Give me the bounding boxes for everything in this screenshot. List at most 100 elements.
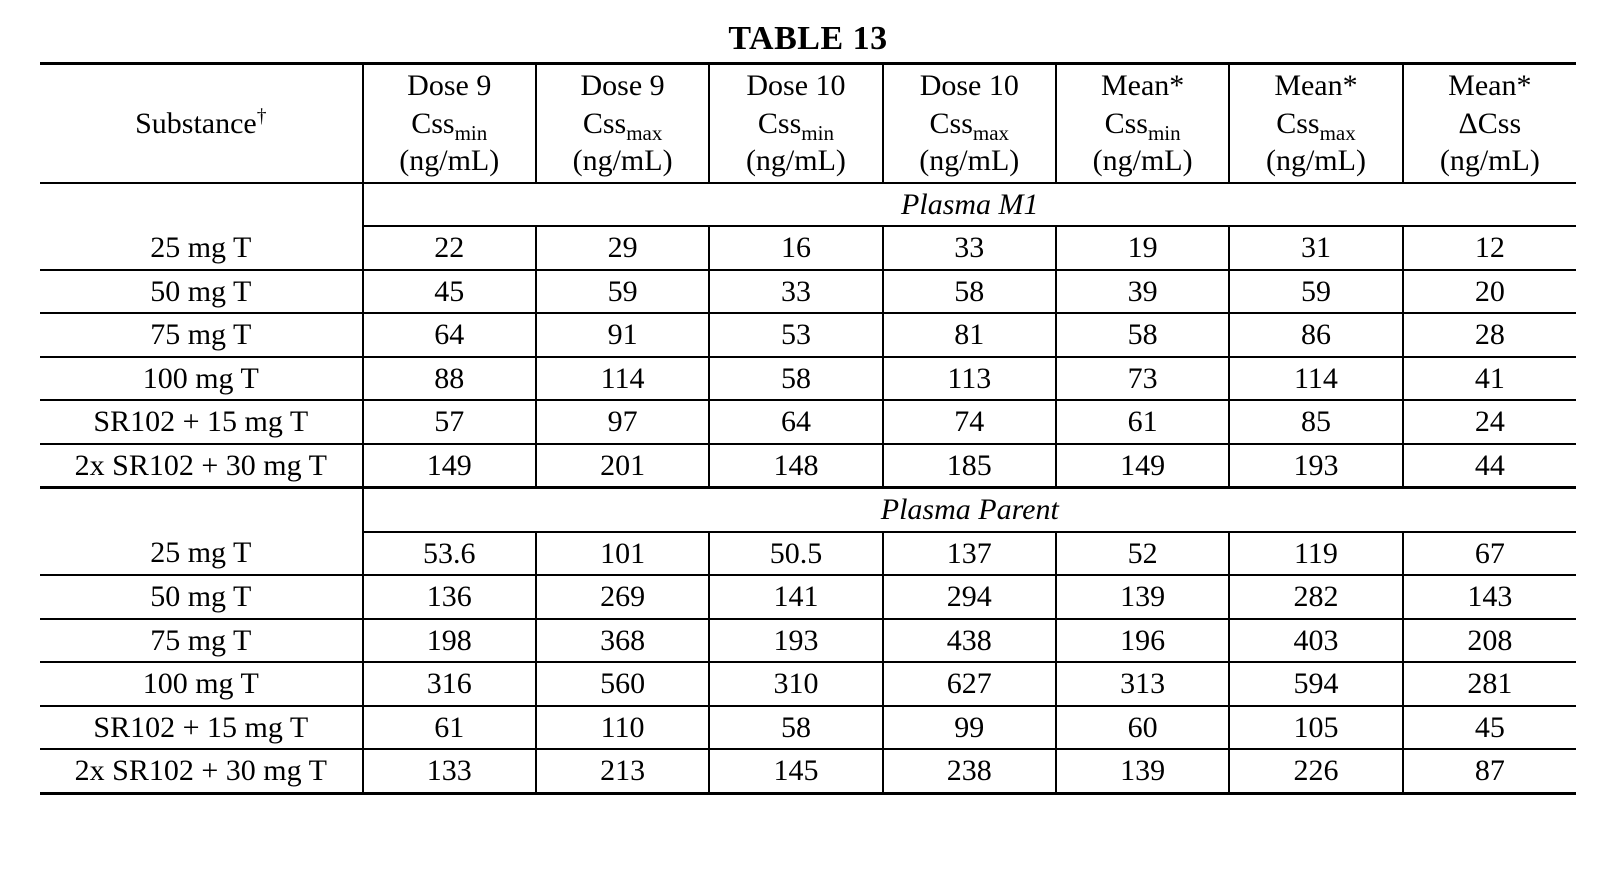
- row-label-cell: 2x SR102 + 30 mg T: [40, 749, 363, 793]
- data-cell: 368: [536, 619, 709, 663]
- col-header-mdel: Mean*ΔCss(ng/mL): [1403, 64, 1576, 183]
- data-cell: 143: [1403, 575, 1576, 619]
- data-cell: 81: [883, 313, 1056, 357]
- table-row: 50 mg T45593358395920: [40, 270, 1576, 314]
- data-cell: 50.5: [709, 532, 882, 576]
- data-cell: 201: [536, 444, 709, 488]
- data-cell: 44: [1403, 444, 1576, 488]
- data-cell: 16: [709, 226, 882, 270]
- data-cell: 45: [1403, 706, 1576, 750]
- table-row: 75 mg T198368193438196403208: [40, 619, 1576, 663]
- table-title: TABLE 13: [40, 20, 1576, 58]
- data-cell: 53: [709, 313, 882, 357]
- data-table: Substance† Dose 9Cssmin(ng/mL) Dose 9Css…: [40, 62, 1576, 795]
- data-cell: 139: [1056, 575, 1229, 619]
- data-cell: 196: [1056, 619, 1229, 663]
- data-cell: 294: [883, 575, 1056, 619]
- row-label-cell: 50 mg T: [40, 575, 363, 619]
- data-cell: 29: [536, 226, 709, 270]
- data-cell: 281: [1403, 662, 1576, 706]
- col-header-mmin: Mean*Cssmin(ng/mL): [1056, 64, 1229, 183]
- data-cell: 149: [363, 444, 536, 488]
- col-header-substance: Substance†: [40, 64, 363, 183]
- data-cell: 269: [536, 575, 709, 619]
- data-cell: 39: [1056, 270, 1229, 314]
- section-heading-blank: [40, 183, 363, 227]
- row-label-cell: SR102 + 15 mg T: [40, 706, 363, 750]
- data-cell: 45: [363, 270, 536, 314]
- data-cell: 58: [1056, 313, 1229, 357]
- data-cell: 213: [536, 749, 709, 793]
- table-row: 25 mg T53.610150.51375211967: [40, 532, 1576, 576]
- row-label-cell: 75 mg T: [40, 313, 363, 357]
- data-cell: 58: [883, 270, 1056, 314]
- table-row: SR102 + 15 mg T57976474618524: [40, 400, 1576, 444]
- data-cell: 85: [1229, 400, 1402, 444]
- row-label-cell: 25 mg T: [40, 226, 363, 270]
- data-cell: 594: [1229, 662, 1402, 706]
- col-header-d9max: Dose 9Cssmax(ng/mL): [536, 64, 709, 183]
- row-label-cell: 2x SR102 + 30 mg T: [40, 444, 363, 488]
- data-cell: 74: [883, 400, 1056, 444]
- data-cell: 33: [883, 226, 1056, 270]
- data-cell: 313: [1056, 662, 1229, 706]
- data-cell: 238: [883, 749, 1056, 793]
- data-cell: 58: [709, 357, 882, 401]
- table-row: 50 mg T136269141294139282143: [40, 575, 1576, 619]
- data-cell: 282: [1229, 575, 1402, 619]
- table-row: 2x SR102 + 30 mg T14920114818514919344: [40, 444, 1576, 488]
- table-header-row: Substance† Dose 9Cssmin(ng/mL) Dose 9Css…: [40, 64, 1576, 183]
- data-cell: 137: [883, 532, 1056, 576]
- data-cell: 52: [1056, 532, 1229, 576]
- data-cell: 141: [709, 575, 882, 619]
- table-row: SR102 + 15 mg T6111058996010545: [40, 706, 1576, 750]
- data-cell: 86: [1229, 313, 1402, 357]
- data-cell: 58: [709, 706, 882, 750]
- data-cell: 139: [1056, 749, 1229, 793]
- data-cell: 133: [363, 749, 536, 793]
- section-heading-label: Plasma M1: [363, 183, 1576, 227]
- row-label-cell: SR102 + 15 mg T: [40, 400, 363, 444]
- data-cell: 185: [883, 444, 1056, 488]
- row-label-cell: 100 mg T: [40, 357, 363, 401]
- data-cell: 560: [536, 662, 709, 706]
- data-cell: 67: [1403, 532, 1576, 576]
- col-header-d10min: Dose 10Cssmin(ng/mL): [709, 64, 882, 183]
- data-cell: 119: [1229, 532, 1402, 576]
- data-cell: 136: [363, 575, 536, 619]
- data-cell: 208: [1403, 619, 1576, 663]
- table-row: 75 mg T64915381588628: [40, 313, 1576, 357]
- data-cell: 403: [1229, 619, 1402, 663]
- data-cell: 193: [709, 619, 882, 663]
- data-cell: 316: [363, 662, 536, 706]
- section-heading-label: Plasma Parent: [363, 488, 1576, 532]
- data-cell: 310: [709, 662, 882, 706]
- data-cell: 28: [1403, 313, 1576, 357]
- data-cell: 149: [1056, 444, 1229, 488]
- data-cell: 57: [363, 400, 536, 444]
- data-cell: 31: [1229, 226, 1402, 270]
- data-cell: 91: [536, 313, 709, 357]
- data-cell: 105: [1229, 706, 1402, 750]
- data-cell: 60: [1056, 706, 1229, 750]
- data-cell: 19: [1056, 226, 1229, 270]
- col-header-d10max: Dose 10Cssmax(ng/mL): [883, 64, 1056, 183]
- data-cell: 22: [363, 226, 536, 270]
- data-cell: 20: [1403, 270, 1576, 314]
- data-cell: 193: [1229, 444, 1402, 488]
- data-cell: 198: [363, 619, 536, 663]
- data-cell: 148: [709, 444, 882, 488]
- data-cell: 113: [883, 357, 1056, 401]
- data-cell: 101: [536, 532, 709, 576]
- table-row: 25 mg T22291633193112: [40, 226, 1576, 270]
- col-header-d9min: Dose 9Cssmin(ng/mL): [363, 64, 536, 183]
- row-label-cell: 25 mg T: [40, 532, 363, 576]
- data-cell: 114: [1229, 357, 1402, 401]
- data-cell: 61: [1056, 400, 1229, 444]
- data-cell: 438: [883, 619, 1056, 663]
- data-cell: 41: [1403, 357, 1576, 401]
- data-cell: 73: [1056, 357, 1229, 401]
- data-cell: 33: [709, 270, 882, 314]
- data-cell: 226: [1229, 749, 1402, 793]
- data-cell: 61: [363, 706, 536, 750]
